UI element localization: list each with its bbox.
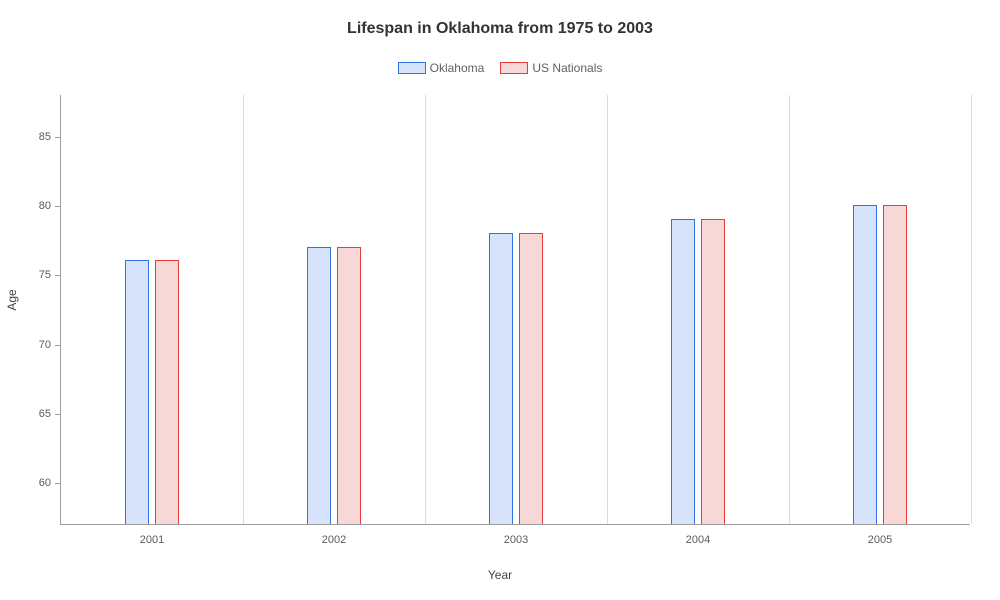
y-tick: [55, 275, 61, 276]
bar: [155, 260, 179, 524]
y-tick-label: 75: [21, 269, 51, 281]
y-tick-label: 80: [21, 200, 51, 212]
chart-container: Lifespan in Oklahoma from 1975 to 2003 O…: [0, 0, 1000, 600]
y-tick-label: 70: [21, 339, 51, 351]
grid-line-vertical: [607, 95, 608, 524]
legend-item: US Nationals: [500, 60, 602, 75]
legend: Oklahoma US Nationals: [0, 60, 1000, 75]
bar: [489, 233, 513, 524]
grid-line-vertical: [243, 95, 244, 524]
grid-line-vertical: [789, 95, 790, 524]
y-tick: [55, 345, 61, 346]
bar: [883, 205, 907, 524]
legend-swatch: [398, 62, 426, 74]
y-tick-label: 65: [21, 408, 51, 420]
y-tick: [55, 483, 61, 484]
x-tick-label: 2004: [686, 534, 710, 546]
bar: [671, 219, 695, 524]
y-tick: [55, 206, 61, 207]
bar: [307, 247, 331, 524]
x-tick-label: 2002: [322, 534, 346, 546]
bar: [853, 205, 877, 524]
plot-area: 60657075808520012002200320042005: [60, 95, 970, 525]
bar: [125, 260, 149, 524]
y-tick: [55, 137, 61, 138]
bar: [337, 247, 361, 524]
legend-swatch: [500, 62, 528, 74]
y-tick-label: 60: [21, 477, 51, 489]
x-tick-label: 2003: [504, 534, 528, 546]
x-tick-label: 2005: [868, 534, 892, 546]
bar: [519, 233, 543, 524]
x-tick-label: 2001: [140, 534, 164, 546]
legend-label: US Nationals: [532, 61, 602, 75]
legend-item: Oklahoma: [398, 60, 485, 75]
x-axis-title: Year: [488, 568, 512, 582]
legend-label: Oklahoma: [430, 61, 485, 75]
y-tick-label: 85: [21, 131, 51, 143]
chart-title: Lifespan in Oklahoma from 1975 to 2003: [0, 20, 1000, 38]
y-tick: [55, 414, 61, 415]
bar: [701, 219, 725, 524]
grid-line-vertical: [425, 95, 426, 524]
grid-line-vertical: [971, 95, 972, 524]
y-axis-title: Age: [5, 289, 19, 310]
